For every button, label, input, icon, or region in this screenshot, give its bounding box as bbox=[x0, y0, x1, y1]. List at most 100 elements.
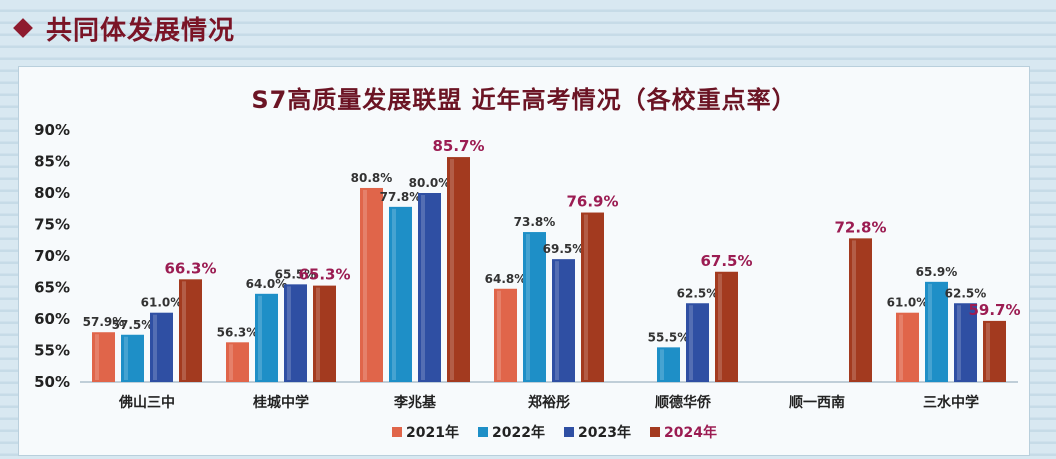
data-label: 66.3% bbox=[164, 259, 216, 277]
data-label: 62.5% bbox=[677, 286, 719, 300]
bar-highlight bbox=[928, 283, 932, 380]
bar-highlight bbox=[153, 314, 157, 380]
section-title: 共同体发展情况 bbox=[46, 15, 236, 46]
category-label: 郑裕彤 bbox=[528, 394, 570, 411]
bar bbox=[715, 271, 738, 382]
bar-chart: 50% 55% 60% 65% 70% 75% 80% 85% 90% 57.9%57.5% 61.… bbox=[34, 121, 1020, 441]
legend-label: 2024年 bbox=[664, 424, 717, 441]
diamond-bullet-icon bbox=[13, 18, 33, 38]
data-label: 55.5% bbox=[648, 330, 690, 344]
bar-highlight bbox=[526, 234, 530, 380]
data-label: 67.5% bbox=[700, 252, 752, 270]
data-label: 73.8% bbox=[514, 215, 556, 229]
bar-highlight bbox=[660, 349, 664, 380]
bar bbox=[523, 232, 546, 382]
bar-highlight bbox=[421, 195, 425, 380]
bar bbox=[418, 193, 441, 382]
bar-highlight bbox=[852, 240, 856, 380]
data-label: 65.3% bbox=[298, 266, 350, 284]
bar bbox=[389, 206, 412, 382]
bar bbox=[686, 303, 709, 382]
bar bbox=[954, 303, 977, 382]
bar bbox=[284, 284, 307, 382]
y-tick-label: 70% bbox=[34, 247, 70, 265]
bar-highlight bbox=[316, 287, 320, 380]
bar bbox=[896, 312, 919, 382]
y-tick-label: 60% bbox=[34, 310, 70, 328]
bar-highlight bbox=[287, 286, 291, 380]
data-label: 77.8% bbox=[380, 190, 422, 204]
y-tick-label: 75% bbox=[34, 216, 70, 234]
bar bbox=[494, 288, 517, 382]
bar bbox=[447, 157, 470, 382]
bar-highlight bbox=[584, 214, 588, 380]
data-label: 57.9% bbox=[83, 315, 125, 329]
legend-swatch bbox=[392, 427, 402, 437]
bar-highlight bbox=[124, 336, 128, 380]
data-label: 64.8% bbox=[485, 272, 527, 286]
data-label: 85.7% bbox=[432, 137, 484, 155]
data-label: 59.7% bbox=[968, 301, 1020, 319]
category-label: 顺德华侨 bbox=[655, 394, 712, 411]
data-label: 64.0% bbox=[246, 277, 288, 291]
data-label: 61.0% bbox=[887, 296, 929, 310]
bar-highlight bbox=[258, 295, 262, 380]
category-label: 顺一西南 bbox=[789, 394, 845, 411]
bar-highlight bbox=[363, 189, 367, 380]
chart-title: S7高质量发展联盟 近年高考情况（各校重点率） bbox=[251, 86, 797, 114]
bar bbox=[983, 320, 1006, 382]
bar-highlight bbox=[555, 261, 559, 380]
category-label: 佛山三中 bbox=[118, 394, 175, 411]
data-label: 65.5% bbox=[275, 267, 317, 281]
bar bbox=[552, 259, 575, 382]
bar-highlight bbox=[182, 281, 186, 380]
bar bbox=[179, 279, 202, 382]
section-header: 共同体发展情况 bbox=[8, 6, 235, 50]
legend-label: 2022年 bbox=[492, 424, 545, 441]
data-label: 69.5% bbox=[543, 242, 585, 256]
bar-highlight bbox=[689, 305, 693, 380]
data-label: 72.8% bbox=[834, 218, 886, 236]
data-label: 61.0% bbox=[141, 296, 183, 310]
bar-highlight bbox=[718, 273, 722, 380]
y-tick-label: 65% bbox=[34, 279, 70, 297]
legend-swatch bbox=[478, 427, 488, 437]
data-label: 57.5% bbox=[112, 318, 154, 332]
bar-highlight bbox=[95, 334, 99, 380]
bar-highlight bbox=[229, 344, 233, 380]
category-label: 李兆基 bbox=[393, 394, 437, 411]
y-tick-label: 55% bbox=[34, 342, 70, 360]
bar bbox=[255, 293, 278, 382]
category-label: 桂城中学 bbox=[252, 394, 309, 411]
bar bbox=[925, 281, 948, 382]
y-tick-label: 90% bbox=[34, 121, 70, 139]
bar bbox=[849, 238, 872, 382]
y-tick-label: 80% bbox=[34, 184, 70, 202]
legend-label: 2021年 bbox=[406, 424, 459, 441]
bar bbox=[92, 332, 115, 382]
bar-highlight bbox=[957, 305, 961, 380]
bar-highlight bbox=[497, 290, 501, 380]
bar bbox=[150, 312, 173, 382]
legend-swatch bbox=[650, 427, 660, 437]
bar-highlight bbox=[392, 208, 396, 380]
chart-panel: S7高质量发展联盟 近年高考情况（各校重点率） 50% 55% 60% 65% 70% 7… bbox=[18, 66, 1030, 456]
data-label: 76.9% bbox=[566, 193, 618, 211]
data-label: 80.8% bbox=[351, 171, 393, 185]
data-label: 62.5% bbox=[945, 286, 987, 300]
data-label: 80.0% bbox=[409, 176, 451, 190]
category-label: 三水中学 bbox=[923, 394, 979, 411]
bar bbox=[581, 212, 604, 382]
bar bbox=[226, 342, 249, 382]
bar bbox=[121, 334, 144, 382]
y-tick-label: 50% bbox=[34, 373, 70, 391]
bar bbox=[360, 187, 383, 382]
bar-highlight bbox=[899, 314, 903, 380]
bar-highlight bbox=[450, 159, 454, 380]
data-label: 65.9% bbox=[916, 265, 958, 279]
bar-highlight bbox=[986, 322, 990, 380]
bar bbox=[657, 347, 680, 382]
bar bbox=[313, 285, 336, 382]
y-tick-label: 85% bbox=[34, 153, 70, 171]
data-label: 56.3% bbox=[217, 325, 259, 339]
